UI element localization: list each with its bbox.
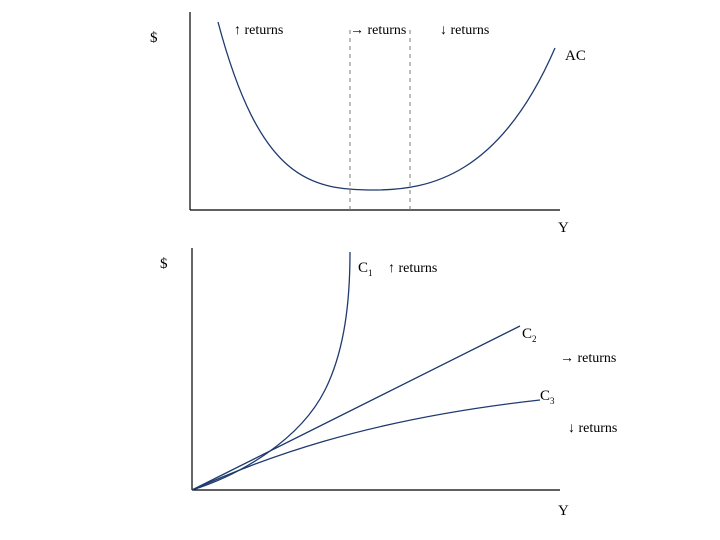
c2-label-sub: 2: [532, 334, 537, 344]
ac-label: AC: [565, 48, 586, 64]
c3-label-main: C: [540, 388, 550, 404]
c1-label: C1: [358, 260, 373, 278]
top-region-constant: → returns: [350, 23, 406, 38]
c3-returns: ↓ returns: [568, 421, 617, 436]
bottom-x-label: Y: [558, 503, 569, 519]
top-region-increasing: ↑ returns: [234, 23, 283, 38]
c2-curve: [192, 326, 520, 490]
ac-curve: [218, 22, 555, 190]
top-region-decreasing: ↓ returns: [440, 23, 489, 38]
c2-label-main: C: [522, 326, 532, 342]
c1-label-main: C: [358, 260, 368, 276]
c3-label-sub: 3: [550, 396, 555, 406]
figure-canvas: $ ↑ returns → returns ↓ returns AC Y $ C…: [0, 0, 720, 540]
c3-curve: [192, 400, 540, 490]
c2-label: C2: [522, 326, 537, 344]
top-x-label: Y: [558, 220, 569, 236]
bottom-y-label: $: [160, 256, 168, 272]
c1-label-sub: 1: [368, 268, 373, 278]
c1-returns: ↑ returns: [388, 261, 437, 276]
bottom-chart: $ C1 ↑ returns C2 → returns C3 ↓ returns…: [160, 248, 617, 519]
c2-returns: → returns: [560, 351, 616, 366]
c3-label: C3: [540, 388, 555, 406]
top-y-label: $: [150, 30, 158, 46]
c1-curve: [192, 252, 350, 490]
top-chart: $ ↑ returns → returns ↓ returns AC Y: [150, 12, 586, 236]
